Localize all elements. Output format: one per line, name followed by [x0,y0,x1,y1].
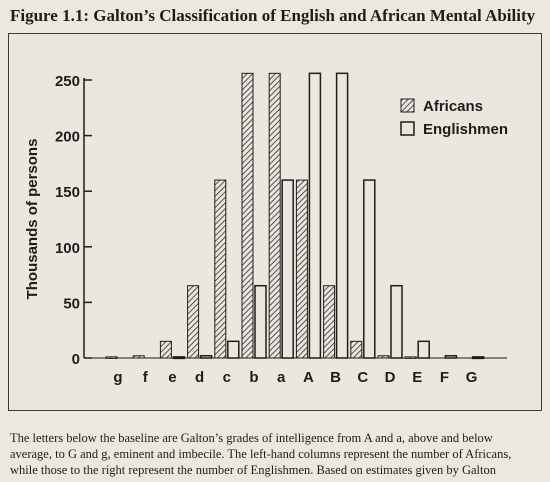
bar-africans [214,179,227,359]
y-tick-label: 100 [55,240,80,257]
bar-africans [404,356,417,359]
bar-englishmen [471,356,485,360]
x-tick-label: e [168,369,176,386]
bar-africans [241,72,254,359]
x-tick-label: F [440,369,449,386]
bar-africans [323,285,336,359]
bar-africans [105,356,118,359]
chart-panel: 0 50 100 150 200 250 Thousands of persons g f e d c… [8,33,542,411]
bar-englishmen [390,284,403,359]
bar-englishmen [363,179,376,359]
bar-englishmen [281,179,294,359]
bar-africans [350,340,363,359]
bar-africans [132,355,145,359]
x-tick-label: C [357,369,368,386]
bar-englishmen [417,340,430,359]
x-tick-label: g [113,369,122,386]
x-tick-label: f [143,369,149,386]
bar-africans [159,340,172,359]
bar-africans [187,285,200,359]
y-axis-title: Thousands of persons [24,139,41,300]
y-tick-label: 250 [55,73,80,90]
bar-englishmen [254,284,267,359]
figure-title: Figure 1.1: Galton’s Classification of E… [10,6,536,25]
caption-line: The letters below the baseline are Galto… [10,431,493,445]
x-tick-label: D [385,369,396,386]
x-tick-label: B [330,369,341,386]
x-tick-label: E [412,369,422,386]
bar-englishmen [308,72,322,359]
legend-swatch-englishmen [400,121,415,136]
caption-line: average, to G and g, eminent and imbecil… [10,447,512,461]
bar-chart: 0 50 100 150 200 250 Thousands of persons g f e d c… [24,72,508,386]
legend-swatch-africans [400,98,415,113]
bar-englishmen [199,355,213,359]
x-tick-label: b [249,369,258,386]
y-tick-label: 150 [55,184,80,201]
x-tick-label: c [223,369,231,386]
y-tick-label: 50 [63,295,80,312]
bar-englishmen [227,340,240,359]
x-tick-label: d [195,369,204,386]
bar-englishmen [444,355,458,359]
bar-englishmen [335,72,349,359]
y-tick-label: 0 [72,351,80,368]
bar-africans [295,179,308,359]
legend-label-englishmen: Englishmen [423,121,508,138]
figure-caption: The letters below the baseline are Galto… [10,430,542,478]
bar-africans [377,355,390,359]
x-tick-label: G [466,369,478,386]
bar-africans [268,72,281,359]
x-tick-label: a [277,369,286,386]
bar-englishmen [172,356,186,360]
caption-line: while those to the right represent the n… [10,463,497,477]
x-tick-label: A [303,369,314,386]
y-tick-label: 200 [55,129,80,146]
legend-label-africans: Africans [423,98,483,115]
